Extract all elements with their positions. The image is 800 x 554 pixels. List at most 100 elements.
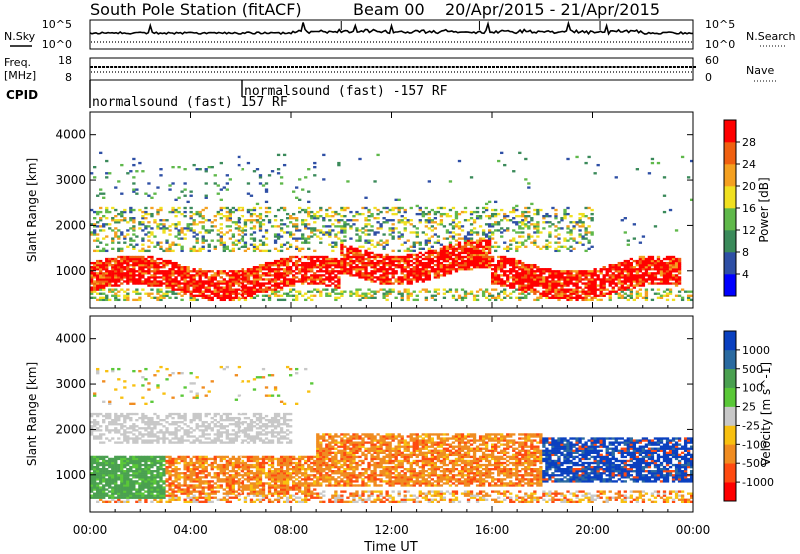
heatmap-cell	[424, 272, 428, 275]
heatmap-cell	[129, 239, 133, 242]
heatmap-cell	[237, 278, 242, 281]
date-range: 20/Apr/2015 - 21/Apr/2015	[445, 0, 660, 19]
heatmap-cell	[144, 463, 148, 467]
heatmap-cell	[307, 255, 311, 259]
heatmap-cell	[292, 278, 296, 281]
heatmap-cell	[231, 247, 236, 250]
heatmap-cell	[93, 176, 97, 179]
heatmap-cell	[551, 284, 555, 287]
heatmap-cell	[635, 276, 640, 279]
heatmap-cell	[153, 470, 157, 473]
heatmap-cell	[457, 245, 462, 248]
heatmap-cell	[120, 233, 124, 236]
heatmap-cell	[644, 270, 649, 273]
heatmap-cell	[132, 402, 136, 405]
heatmap-cell	[120, 472, 124, 475]
heatmap-cell	[270, 284, 275, 287]
heatmap-cell	[114, 186, 118, 189]
heatmap-cell	[150, 435, 154, 438]
heatmap-cell	[608, 270, 612, 273]
heatmap-cell	[385, 239, 389, 242]
heatmap-cell	[644, 288, 649, 291]
heatmap-cell	[608, 294, 612, 297]
heatmap-cell	[99, 488, 103, 491]
heatmap-cell	[288, 268, 293, 271]
heatmap-cell	[292, 280, 296, 283]
heatmap-cell	[572, 290, 576, 293]
heatmap-cell	[551, 223, 555, 226]
heatmap-cell	[472, 210, 477, 214]
heatmap-cell	[373, 280, 377, 283]
heatmap-cell	[264, 288, 269, 291]
heatmap-cell	[662, 280, 667, 283]
heatmap-cell	[442, 263, 447, 267]
heatmap-cell	[153, 482, 157, 485]
heatmap-cell	[472, 231, 477, 234]
heatmap-cell	[301, 294, 305, 297]
heatmap-cell	[295, 237, 299, 240]
heatmap-cell	[563, 270, 567, 273]
heatmap-cell	[240, 237, 245, 240]
heatmap-cell	[273, 274, 278, 277]
heatmap-cell	[198, 210, 202, 214]
heatmap-cell	[288, 255, 293, 259]
heatmap-cell	[521, 212, 525, 216]
heatmap-cell	[108, 439, 112, 442]
heatmap-cell	[93, 435, 97, 438]
heatmap-cell	[545, 290, 549, 293]
heatmap-cell	[156, 431, 160, 434]
heatmap-cell	[102, 441, 106, 444]
heatmap-cell	[237, 229, 242, 232]
heatmap-cell	[500, 227, 504, 230]
heatmap-cell	[391, 227, 395, 230]
heatmap-cell	[156, 284, 160, 287]
heatmap-cell	[156, 500, 160, 503]
heatmap-cell	[515, 296, 519, 299]
heatmap-cell	[512, 257, 516, 261]
heatmap-cell	[198, 231, 202, 234]
heatmap-cell	[273, 272, 278, 275]
heatmap-cell	[138, 296, 142, 299]
heatmap-cell	[249, 290, 254, 293]
heatmap-cell	[276, 298, 281, 302]
heatmap-cell	[370, 259, 374, 263]
heatmap-cell	[472, 251, 477, 255]
heatmap-cell	[207, 296, 211, 299]
heatmap-cell	[222, 296, 226, 299]
heatmap-cell	[617, 274, 621, 277]
heatmap-cell	[454, 210, 459, 214]
heatmap-cell	[334, 286, 338, 289]
heatmap-cell	[593, 290, 597, 293]
heatmap-cell	[388, 282, 392, 285]
heatmap-cell	[90, 266, 94, 269]
heatmap-cell	[644, 296, 649, 299]
heatmap-cell	[147, 418, 151, 422]
heatmap-cell	[228, 225, 232, 228]
heatmap-cell	[367, 272, 371, 275]
heatmap-cell	[355, 249, 359, 253]
heatmap-cell	[216, 296, 220, 299]
heatmap-cell	[243, 229, 248, 232]
heatmap-cell	[198, 290, 202, 293]
heatmap-cell	[500, 268, 504, 271]
heatmap-cell	[108, 484, 112, 487]
heatmap-cell	[494, 296, 498, 299]
heatmap-cell	[385, 268, 389, 271]
heatmap-cell	[126, 478, 130, 481]
heatmap-cell	[174, 292, 178, 295]
heatmap-cell	[123, 208, 127, 212]
heatmap-cell	[569, 233, 573, 236]
heatmap-cell	[427, 217, 431, 220]
heatmap-cell	[189, 229, 193, 232]
heatmap-cell	[331, 288, 335, 291]
heatmap-cell	[623, 296, 627, 299]
heatmap-cell	[246, 276, 251, 279]
heatmap-cell	[563, 237, 567, 240]
heatmap-cell	[340, 290, 344, 293]
heatmap-cell	[156, 298, 160, 302]
heatmap-cell	[243, 243, 248, 246]
heatmap-cell	[123, 274, 127, 277]
heatmap-cell	[587, 290, 591, 293]
heatmap-cell	[409, 263, 413, 267]
heatmap-cell	[117, 280, 121, 283]
